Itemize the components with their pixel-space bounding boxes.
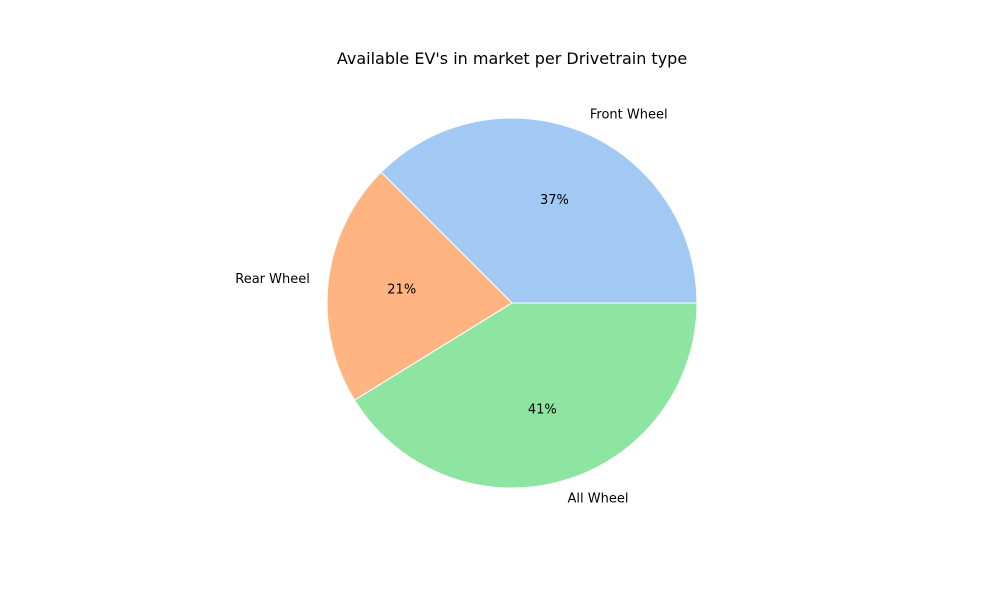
slice-label-front-wheel: Front Wheel xyxy=(590,107,668,122)
pie-slice-all-wheel xyxy=(353,302,698,489)
slice-label-rear-wheel: Rear Wheel xyxy=(235,272,310,287)
slice-label-all-wheel: All Wheel xyxy=(568,491,629,506)
pie-slice-front-wheel xyxy=(380,117,698,304)
slice-percent-all-wheel: 41% xyxy=(528,402,557,417)
slice-percent-front-wheel: 37% xyxy=(540,193,569,208)
chart-title: Available EV's in market per Drivetrain … xyxy=(337,49,687,68)
pie-labels: Front Wheel 37% Rear Wheel 21% All Wheel 41% xyxy=(235,107,667,506)
pie-slice-rear-wheel xyxy=(326,171,513,401)
pie-slices xyxy=(326,117,698,489)
slice-percent-rear-wheel: 21% xyxy=(387,283,416,298)
